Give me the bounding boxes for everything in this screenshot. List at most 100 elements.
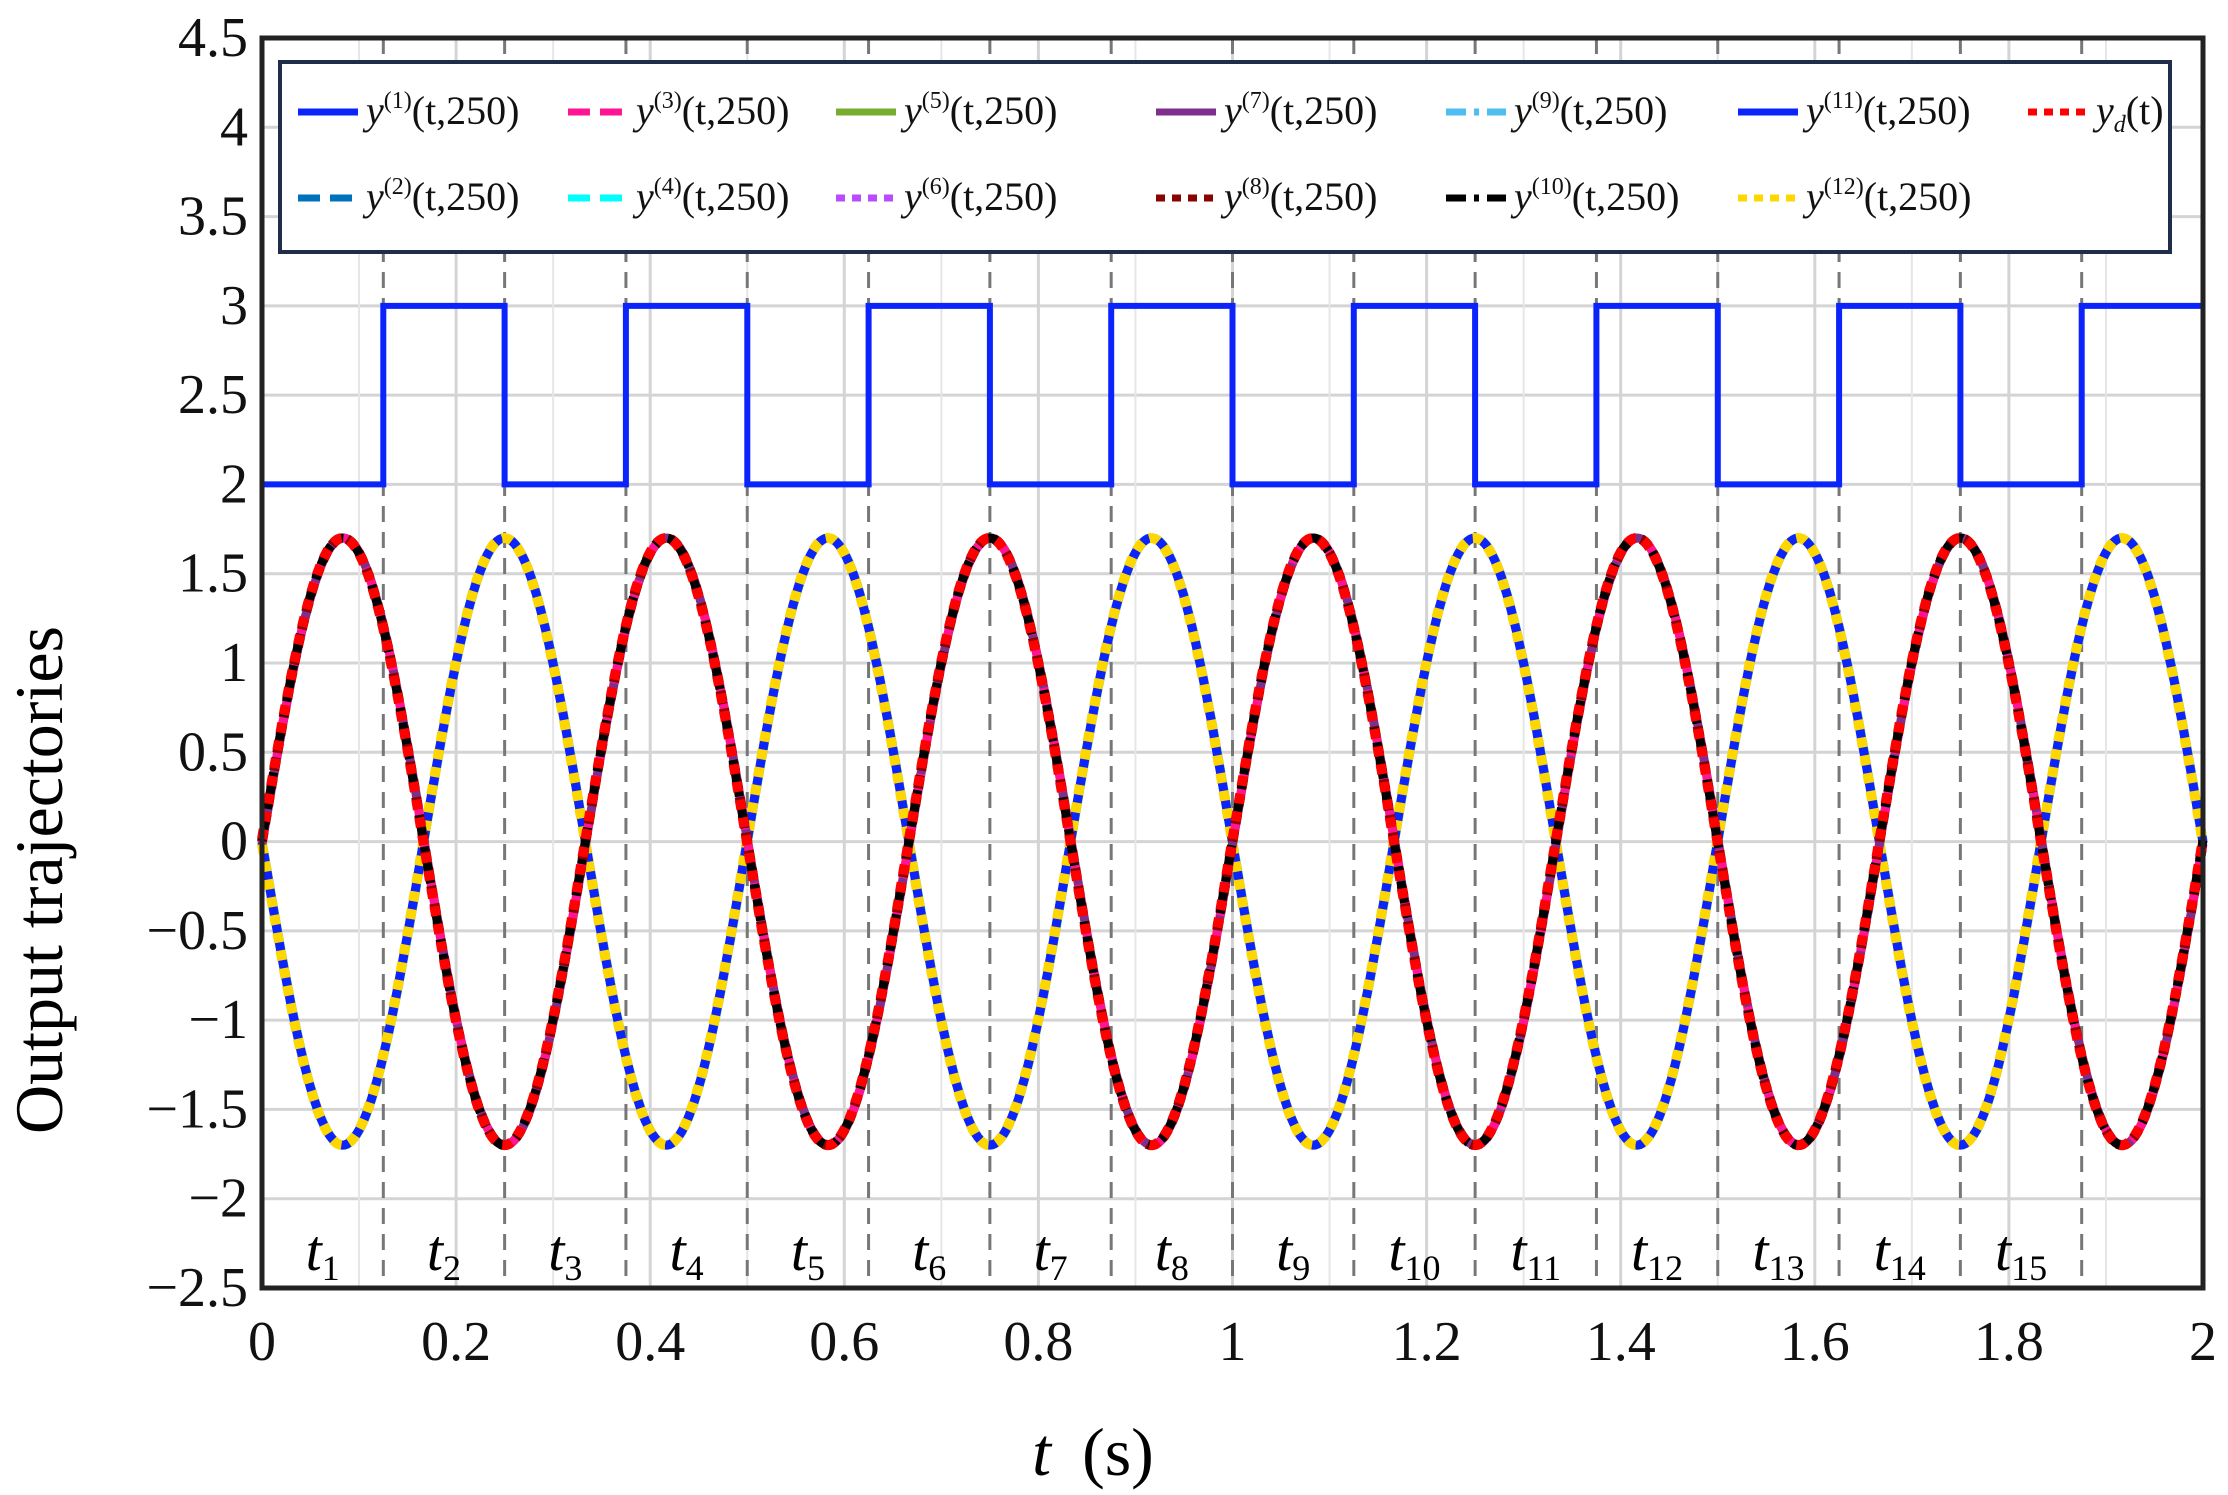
legend-entry: y(2)(t,250) <box>362 174 520 219</box>
switching-time-label-var: t <box>306 1218 324 1283</box>
switching-time-label-sub: 4 <box>686 1248 704 1288</box>
switching-time-label-var: t <box>548 1218 566 1283</box>
legend-args: (t,250) <box>950 174 1058 219</box>
legend-var: y <box>1510 174 1532 219</box>
legend-entry: yd(t) <box>2092 88 2164 138</box>
legend-var: y <box>1220 174 1242 219</box>
switching-time-label-sub: 14 <box>1890 1248 1926 1288</box>
legend-var: y <box>1802 174 1824 219</box>
switching-time-label-sub: 10 <box>1405 1248 1441 1288</box>
trajectory-group-a <box>257 533 2208 1150</box>
switching-time-label: t11 <box>1510 1218 1561 1288</box>
legend-var: y <box>632 174 654 219</box>
switching-time-label: t1 <box>306 1218 340 1288</box>
x-tick-label: 0.6 <box>809 1311 879 1373</box>
series-layer <box>257 302 2208 1151</box>
legend-args: (t,250) <box>682 88 790 133</box>
legend-sup: (5) <box>922 88 950 114</box>
legend-entry: y(9)(t,250) <box>1510 88 1668 133</box>
switching-time-label-var: t <box>1033 1218 1051 1283</box>
switching-time-label: t5 <box>791 1218 825 1288</box>
legend-sup: (10) <box>1532 174 1572 200</box>
legend-sup: (12) <box>1824 174 1864 200</box>
x-tick-label: 0.8 <box>1003 1311 1073 1373</box>
y-tick-label: 2 <box>220 453 248 515</box>
legend-var: y <box>900 88 922 133</box>
legend-entry: y(6)(t,250) <box>900 174 1058 219</box>
switching-time-label: t13 <box>1752 1218 1804 1288</box>
switching-time-label: t7 <box>1033 1218 1067 1288</box>
y-tick-label: −1 <box>188 989 248 1051</box>
y-tick-label: 0 <box>220 811 248 873</box>
legend-sup: (8) <box>1242 174 1270 200</box>
y-tick-label: 2.5 <box>178 364 248 426</box>
switching-time-label-sub: 9 <box>1292 1248 1310 1288</box>
legend-sup: (1) <box>384 88 412 114</box>
legend-entry: y(5)(t,250) <box>900 88 1058 133</box>
switching-time-label: t12 <box>1631 1218 1683 1288</box>
switching-time-label-var: t <box>791 1218 809 1283</box>
legend-entry: y(7)(t,250) <box>1220 88 1378 133</box>
switching-time-label-sub: 15 <box>2011 1248 2047 1288</box>
switching-time-label: t14 <box>1874 1218 1926 1288</box>
legend-entry: y(3)(t,250) <box>632 88 790 133</box>
legend-var: y <box>1802 88 1824 133</box>
switching-time-label-var: t <box>1276 1218 1294 1283</box>
switching-time-label-var: t <box>1631 1218 1649 1283</box>
x-tick-label: 0 <box>248 1311 276 1373</box>
switching-time-label-var: t <box>1155 1218 1173 1283</box>
switching-time-label-sub: 1 <box>322 1248 340 1288</box>
x-tick-label: 0.4 <box>615 1311 685 1373</box>
legend-sup: (7) <box>1242 88 1270 114</box>
switching-time-label: t4 <box>670 1218 704 1288</box>
legend-args: (t,250) <box>412 174 520 219</box>
y-tick-label: 4.5 <box>178 7 248 69</box>
legend-var: y <box>362 174 384 219</box>
switching-time-label-sub: 8 <box>1171 1248 1189 1288</box>
y-tick-label: 1 <box>220 632 248 694</box>
tick-labels: −2.5 −2 −1.5 −1 −0.5 0 0.5 1 1.5 2 2.5 3 3.5 4 4.5 0 0.2… <box>146 7 2217 1373</box>
y-tick-label: 3.5 <box>178 186 248 248</box>
y-axis-label: Output trajectories <box>1 626 77 1134</box>
switching-time-label-sub: 5 <box>807 1248 825 1288</box>
x-tick-label: 1 <box>1219 1311 1247 1373</box>
legend-entry: y(10)(t,250) <box>1510 174 1680 219</box>
legend-entry: y(8)(t,250) <box>1220 174 1378 219</box>
legend: y(1)(t,250) y(3)(t,250) y(5)(t,250) y(7)(t,… <box>278 60 2172 254</box>
x-axis-label: t (s) <box>1032 1414 1154 1490</box>
legend-var: y <box>362 88 384 133</box>
y-tick-label: 0.5 <box>178 721 248 783</box>
x-tick-label: 0.2 <box>421 1311 491 1373</box>
switching-time-label: t6 <box>912 1218 946 1288</box>
switching-time-label-var: t <box>1995 1218 2013 1283</box>
legend-args: (t,250) <box>1560 88 1668 133</box>
x-axis-label-var: t <box>1032 1414 1053 1490</box>
legend-entry: y(1)(t,250) <box>362 88 520 133</box>
legend-var: y <box>2092 88 2114 133</box>
switching-time-label-var: t <box>1874 1218 1892 1283</box>
switching-time-label: t15 <box>1995 1218 2047 1288</box>
plot-frame <box>259 35 2206 1291</box>
legend-sup: (4) <box>654 174 682 200</box>
legend-args: (t,250) <box>412 88 520 133</box>
switching-signal <box>262 302 2203 488</box>
x-tick-label: 1.4 <box>1586 1311 1656 1373</box>
x-tick-label: 1.2 <box>1392 1311 1462 1373</box>
legend-var: y <box>900 174 922 219</box>
switching-time-label: t8 <box>1155 1218 1189 1288</box>
legend-args: (t,250) <box>1864 174 1972 219</box>
y-tick-label: −1.5 <box>146 1078 248 1140</box>
switching-time-label-var: t <box>670 1218 688 1283</box>
legend-args: (t,250) <box>950 88 1058 133</box>
legend-args: (t) <box>2126 88 2164 133</box>
switching-time-label-sub: 2 <box>443 1248 461 1288</box>
legend-sup: (11) <box>1824 88 1863 114</box>
switching-time-labels: t1 t2 t3 t4 t5 t6 t7 t8 t9 t10 t11 t12 t13 t14 t15 <box>306 1218 2048 1288</box>
legend-entry: y(11)(t,250) <box>1802 88 1971 133</box>
switching-time-label-sub: 11 <box>1527 1248 1562 1288</box>
switching-time-label: t9 <box>1276 1218 1310 1288</box>
switching-time-label-sub: 7 <box>1050 1248 1068 1288</box>
switching-time-label-var: t <box>1510 1218 1528 1283</box>
legend-args: (t,250) <box>1572 174 1680 219</box>
legend-sup: (2) <box>384 174 412 200</box>
